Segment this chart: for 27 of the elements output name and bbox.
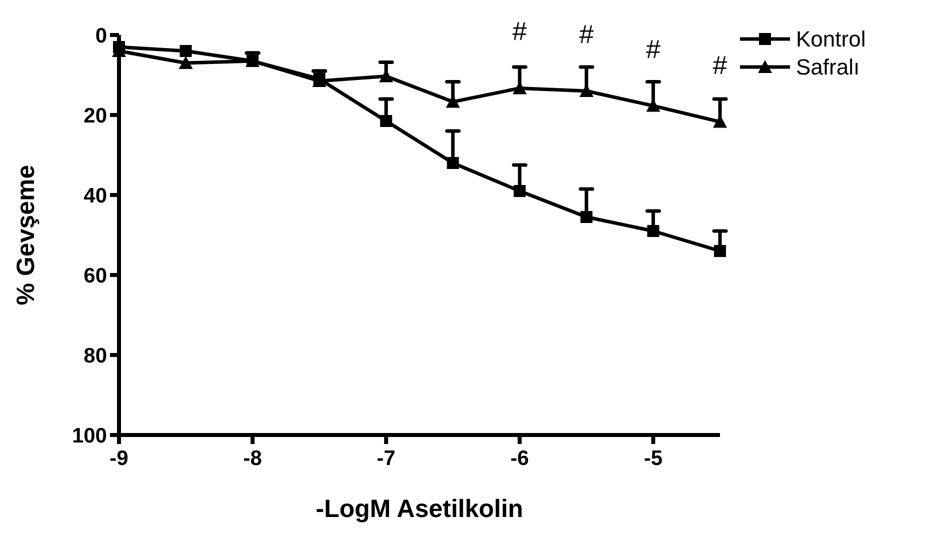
y-axis-title: % Gevşeme bbox=[12, 164, 40, 306]
point bbox=[647, 225, 660, 237]
point bbox=[580, 211, 592, 223]
annotation: # bbox=[646, 34, 661, 64]
y-tick-label: 0 bbox=[95, 24, 107, 48]
y-tick-label: 40 bbox=[84, 184, 107, 208]
annotation: # bbox=[579, 19, 594, 49]
point bbox=[178, 56, 193, 69]
x-axis-title: -LogM Asetilkolin bbox=[316, 495, 524, 523]
point bbox=[514, 185, 526, 197]
annotation: # bbox=[512, 16, 528, 46]
y-tick-label: 20 bbox=[84, 104, 107, 128]
point bbox=[380, 115, 392, 127]
y-tick-label: 60 bbox=[84, 264, 107, 288]
x-tick-label: -8 bbox=[243, 447, 262, 470]
x-tick-label: -9 bbox=[110, 447, 128, 470]
x-tick-label: -6 bbox=[510, 447, 530, 470]
legend-label: Safralı bbox=[796, 54, 860, 80]
x-tick-label: -7 bbox=[376, 447, 396, 470]
point bbox=[714, 245, 726, 257]
x-tick-label: -5 bbox=[644, 447, 663, 470]
point bbox=[446, 157, 459, 169]
legend-label: Kontrol bbox=[796, 26, 866, 52]
annotation: # bbox=[712, 50, 728, 80]
point bbox=[180, 45, 192, 57]
y-tick-label: 80 bbox=[84, 344, 107, 368]
y-tick-label: 100 bbox=[72, 424, 107, 448]
